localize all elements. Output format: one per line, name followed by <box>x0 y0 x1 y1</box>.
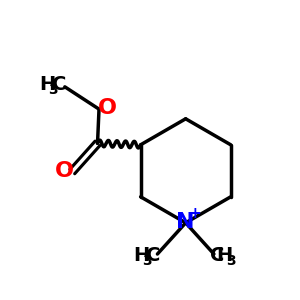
Text: 3: 3 <box>226 254 236 268</box>
Text: N: N <box>176 212 194 232</box>
Text: 3: 3 <box>48 82 58 97</box>
Text: 3: 3 <box>142 254 152 268</box>
Text: +: + <box>188 206 201 221</box>
Text: C: C <box>210 246 224 265</box>
Text: H: H <box>216 246 232 265</box>
Text: O: O <box>54 161 74 181</box>
Text: H: H <box>39 75 55 94</box>
Text: H: H <box>133 246 149 265</box>
Text: C: C <box>146 246 160 265</box>
Text: O: O <box>98 98 117 118</box>
Text: C: C <box>52 75 66 94</box>
